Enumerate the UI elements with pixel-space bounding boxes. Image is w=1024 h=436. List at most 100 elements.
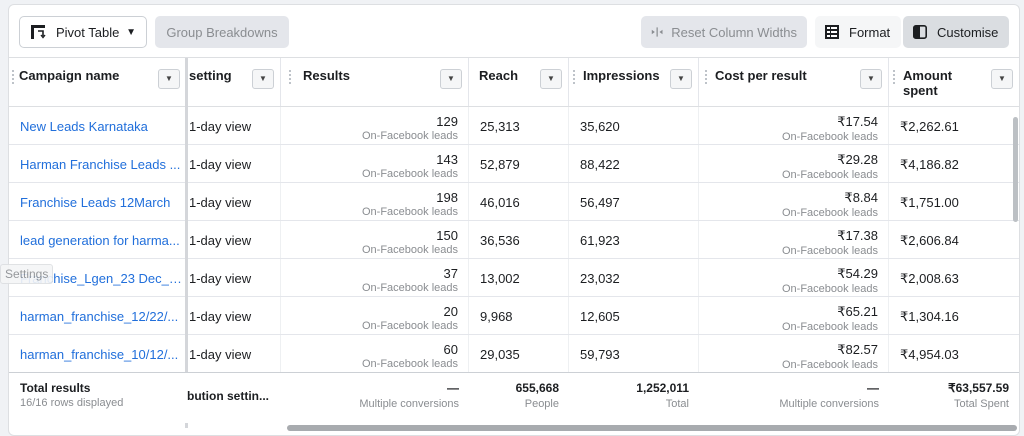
impressions-cell: 88,422 (569, 145, 699, 182)
column-header-cost-per-result[interactable]: Cost per result ▼ (699, 58, 889, 106)
table-row[interactable]: lead generation for harma... 1-day view 15… (9, 221, 1019, 259)
impressions-cell: 23,032 (569, 259, 699, 296)
cost-value: ₹17.54 (837, 114, 878, 129)
attribution-setting-cell: 1-day view (187, 297, 281, 334)
total-amount-spent: ₹63,557.59 Total Spent (889, 373, 1019, 423)
campaign-name-link[interactable]: New Leads Karnataka (9, 107, 187, 144)
table-row[interactable]: Franchise_Lgen_23 Dec_ON 1-day view 37 On-F… (9, 259, 1019, 297)
campaign-name-link[interactable]: Franchise Leads 12March (9, 183, 187, 220)
column-header-reach[interactable]: Reach ▼ (469, 58, 569, 106)
amount-spent-cell: ₹2,262.61 (900, 119, 959, 134)
campaign-name-link[interactable]: Harman Franchise Leads ... (9, 145, 187, 182)
cost-value: ₹82.57 (837, 342, 878, 357)
cost-per-result-cell: ₹54.29 On-Facebook leads (699, 259, 889, 296)
table-row[interactable]: Harman Franchise Leads ... 1-day view 143 O… (9, 145, 1019, 183)
drag-handle-icon[interactable] (705, 70, 709, 84)
column-label: setting (189, 68, 232, 83)
totals-row: Total results 16/16 rows displayed butio… (9, 372, 1019, 423)
results-cell: 150 On-Facebook leads (281, 221, 469, 258)
drag-handle-icon[interactable] (893, 70, 897, 84)
table-row[interactable]: New Leads Karnataka 1-day view 129 On-Faceb… (9, 107, 1019, 145)
reach-cell: 29,035 (469, 335, 569, 372)
total-value: — (867, 381, 879, 395)
results-value: 143 (436, 152, 458, 167)
reach-cell: 13,002 (469, 259, 569, 296)
reset-column-widths-button[interactable]: Reset Column Widths (641, 16, 807, 48)
toolbar: Pivot Table ▼ Group Breakdowns Reset Col… (9, 5, 1019, 58)
chevron-down-icon[interactable]: ▼ (440, 69, 462, 89)
reach-cell: 25,313 (469, 107, 569, 144)
results-type: On-Facebook leads (362, 130, 458, 142)
customise-button[interactable]: Customise (903, 16, 1009, 48)
results-cell: 20 On-Facebook leads (281, 297, 469, 334)
cost-value: ₹54.29 (837, 266, 878, 281)
table-row[interactable]: Franchise Leads 12March 1-day view 198 On-F… (9, 183, 1019, 221)
results-cell: 60 On-Facebook leads (281, 335, 469, 372)
results-cell: 143 On-Facebook leads (281, 145, 469, 182)
results-value: 150 (436, 228, 458, 243)
format-label: Format (849, 24, 891, 40)
chevron-down-icon: ▼ (126, 26, 136, 38)
column-header-results[interactable]: Results ▼ (281, 58, 469, 106)
column-header-attribution-setting[interactable]: setting ▼ (187, 58, 281, 106)
attribution-setting-cell: 1-day view (187, 107, 281, 144)
cost-value: ₹8.84 (844, 190, 878, 205)
results-type: On-Facebook leads (362, 282, 458, 294)
drag-handle-icon[interactable] (12, 70, 16, 84)
amount-spent-cell: ₹1,751.00 (900, 195, 959, 210)
total-sub: Total (665, 398, 689, 410)
group-breakdowns-button[interactable]: Group Breakdowns (155, 16, 289, 48)
impressions-cell: 12,605 (569, 297, 699, 334)
total-results: — Multiple conversions (281, 373, 469, 423)
results-value: 60 (443, 342, 458, 357)
drag-handle-icon[interactable] (289, 70, 293, 84)
pivot-table-dropdown[interactable]: Pivot Table ▼ (19, 16, 147, 48)
format-button[interactable]: Format (815, 16, 901, 48)
results-value: 129 (436, 114, 458, 129)
chevron-down-icon[interactable]: ▼ (252, 69, 274, 89)
total-value: 655,668 (515, 381, 559, 395)
cost-type: On-Facebook leads (782, 207, 878, 219)
table-row[interactable]: harman_franchise_10/12/... 1-day view 60 On… (9, 335, 1019, 373)
column-header-campaign-name[interactable]: Campaign name ▼ (9, 58, 187, 106)
impressions-cell: 56,497 (569, 183, 699, 220)
impressions-cell: 35,620 (569, 107, 699, 144)
total-value: — (447, 381, 459, 395)
total-sub: People (524, 398, 559, 410)
cost-type: On-Facebook leads (782, 321, 878, 333)
campaign-name-link[interactable]: harman_franchise_10/12/... (9, 335, 187, 372)
table-row[interactable]: harman_franchise_12/22/... 1-day view 20 On… (9, 297, 1019, 335)
ads-report-panel: Pivot Table ▼ Group Breakdowns Reset Col… (8, 4, 1020, 436)
attribution-setting-cell: 1-day view (187, 335, 281, 372)
total-sub: Multiple conversions (359, 398, 459, 410)
vertical-scrollbar[interactable] (1013, 117, 1018, 222)
total-sub: Multiple conversions (779, 398, 879, 410)
attribution-setting-cell: 1-day view (187, 259, 281, 296)
chevron-down-icon[interactable]: ▼ (991, 69, 1013, 89)
chevron-down-icon[interactable]: ▼ (860, 69, 882, 89)
column-header-impressions[interactable]: Impressions ▼ (569, 58, 699, 106)
amount-spent-cell: ₹1,304.16 (900, 309, 959, 324)
results-type: On-Facebook leads (362, 244, 458, 256)
chevron-down-icon[interactable]: ▼ (540, 69, 562, 89)
reach-cell: 9,968 (469, 297, 569, 334)
drag-handle-icon[interactable] (573, 70, 577, 84)
column-label: Cost per result (715, 68, 807, 83)
chevron-down-icon[interactable]: ▼ (670, 69, 692, 89)
cost-per-result-cell: ₹17.54 On-Facebook leads (699, 107, 889, 144)
reach-cell: 46,016 (469, 183, 569, 220)
horizontal-scrollbar[interactable] (287, 425, 1017, 431)
results-cell: 37 On-Facebook leads (281, 259, 469, 296)
column-label: Campaign name (19, 68, 120, 83)
total-value: 1,252,011 (636, 381, 689, 395)
chevron-down-icon[interactable]: ▼ (158, 69, 180, 89)
column-label: Results (303, 68, 350, 83)
cost-per-result-cell: ₹8.84 On-Facebook leads (699, 183, 889, 220)
pivot-table-label: Pivot Table (56, 24, 120, 40)
settings-tooltip: Settings (0, 264, 54, 284)
attribution-setting-cell: 1-day view (187, 221, 281, 258)
campaign-name-link[interactable]: harman_franchise_12/22/... (9, 297, 187, 334)
results-cell: 129 On-Facebook leads (281, 107, 469, 144)
campaign-name-link[interactable]: lead generation for harma... (9, 221, 187, 258)
column-header-amount-spent[interactable]: Amount spent ▼ (889, 58, 1019, 106)
